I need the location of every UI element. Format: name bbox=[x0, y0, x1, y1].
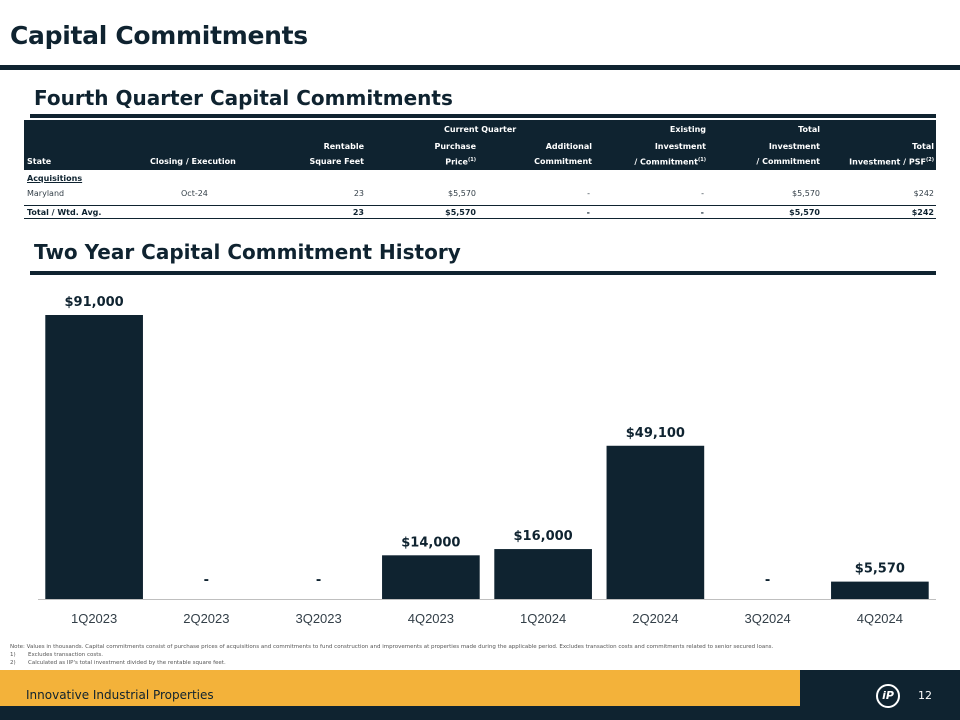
x-tick-label-3Q2024: 3Q2024 bbox=[744, 611, 790, 626]
col-rentable-line2: Square Feet bbox=[309, 157, 364, 166]
col-state: State bbox=[27, 157, 52, 166]
footnote-1: 1) Excludes transaction costs. bbox=[10, 652, 104, 658]
total-psf: $242 bbox=[911, 208, 934, 217]
col-purchase-line2: Price(1) bbox=[445, 157, 476, 167]
col-total-line2: / Commitment bbox=[756, 157, 820, 166]
data-label-4Q2023: $14,000 bbox=[401, 535, 460, 550]
header-total: Total bbox=[798, 125, 820, 134]
x-tick-label-1Q2023: 1Q2023 bbox=[71, 611, 117, 626]
total-sqft: 23 bbox=[352, 208, 364, 217]
footnote-2: 2) Calculated as IIP's total investment d… bbox=[10, 660, 226, 666]
data-label-2Q2024: $49,100 bbox=[626, 426, 685, 441]
cell-existing: - bbox=[701, 189, 704, 198]
header-existing: Existing bbox=[669, 125, 706, 134]
col-total-line1: Investment bbox=[768, 142, 820, 151]
data-label-2Q2023: - bbox=[204, 573, 209, 588]
col-additional-line1: Additional bbox=[545, 142, 592, 151]
cell-state: Maryland bbox=[27, 189, 65, 198]
data-label-1Q2024: $16,000 bbox=[514, 529, 573, 544]
table-header: Current Quarter Existing Total State Clo… bbox=[24, 120, 936, 170]
chart-section-divider bbox=[30, 271, 936, 275]
col-psf-line1: Total bbox=[912, 142, 934, 151]
cell-psf: $242 bbox=[913, 189, 934, 198]
iip-logo-icon: iP bbox=[876, 684, 900, 708]
data-label-3Q2024: - bbox=[765, 573, 770, 588]
page-number: 12 bbox=[918, 689, 932, 702]
data-label-3Q2023: - bbox=[316, 573, 321, 588]
bar-1Q2023 bbox=[45, 315, 143, 599]
total-additional: - bbox=[586, 208, 590, 217]
title-divider bbox=[0, 65, 960, 70]
x-tick-label-3Q2023: 3Q2023 bbox=[295, 611, 341, 626]
col-additional-line2: Commitment bbox=[534, 157, 592, 166]
total-total: $5,570 bbox=[789, 208, 820, 217]
total-label: Total / Wtd. Avg. bbox=[27, 208, 102, 217]
x-tick-label-4Q2023: 4Q2023 bbox=[408, 611, 454, 626]
footer-bottom-stripe bbox=[0, 706, 960, 720]
cell-closing: Oct-24 bbox=[181, 189, 208, 198]
data-label-1Q2023: $91,000 bbox=[65, 295, 124, 310]
cell-sqft: 23 bbox=[353, 189, 364, 198]
cell-total: $5,570 bbox=[792, 189, 820, 198]
chart-section-title: Two Year Capital Commitment History bbox=[34, 240, 461, 264]
data-label-4Q2024: $5,570 bbox=[855, 562, 905, 577]
bar-2Q2024 bbox=[606, 445, 705, 599]
x-tick-label-2Q2023: 2Q2023 bbox=[183, 611, 229, 626]
col-purchase-line1: Purchase bbox=[434, 142, 476, 151]
table-section-title: Fourth Quarter Capital Commitments bbox=[34, 86, 453, 110]
cell-additional: - bbox=[587, 189, 590, 198]
total-row-top-border bbox=[24, 205, 936, 206]
total-row-bottom-border bbox=[24, 218, 936, 219]
total-price: $5,570 bbox=[445, 208, 476, 217]
table-section-divider bbox=[30, 114, 936, 118]
header-current-quarter: Current Quarter bbox=[444, 125, 517, 134]
x-tick-label-2Q2024: 2Q2024 bbox=[632, 611, 678, 626]
footer-company-name: Innovative Industrial Properties bbox=[26, 688, 214, 702]
x-tick-label-1Q2024: 1Q2024 bbox=[520, 611, 566, 626]
bar-4Q2024 bbox=[831, 581, 929, 599]
col-rentable-line1: Rentable bbox=[323, 142, 364, 151]
total-existing: - bbox=[700, 208, 704, 217]
capital-commitment-bar-chart: $91,000 - - $14,000 $16,000 $49,100 - $5,570 1Q… bbox=[38, 295, 936, 626]
footnote-note: Note: Values in thousands. Capital commi… bbox=[10, 644, 774, 650]
col-psf-line2: Investment / PSF(2) bbox=[849, 157, 934, 167]
col-closing: Closing / Execution bbox=[150, 157, 236, 166]
page-title: Capital Commitments bbox=[10, 21, 308, 50]
col-existing-line1: Investment bbox=[654, 142, 706, 151]
cell-price: $5,570 bbox=[448, 189, 476, 198]
x-tick-label-4Q2024: 4Q2024 bbox=[857, 611, 903, 626]
col-existing-line2: / Commitment(1) bbox=[634, 157, 706, 167]
section-label-acquisitions: Acquisitions bbox=[27, 174, 83, 183]
bar-4Q2023 bbox=[382, 555, 480, 599]
bar-1Q2024 bbox=[494, 549, 592, 599]
